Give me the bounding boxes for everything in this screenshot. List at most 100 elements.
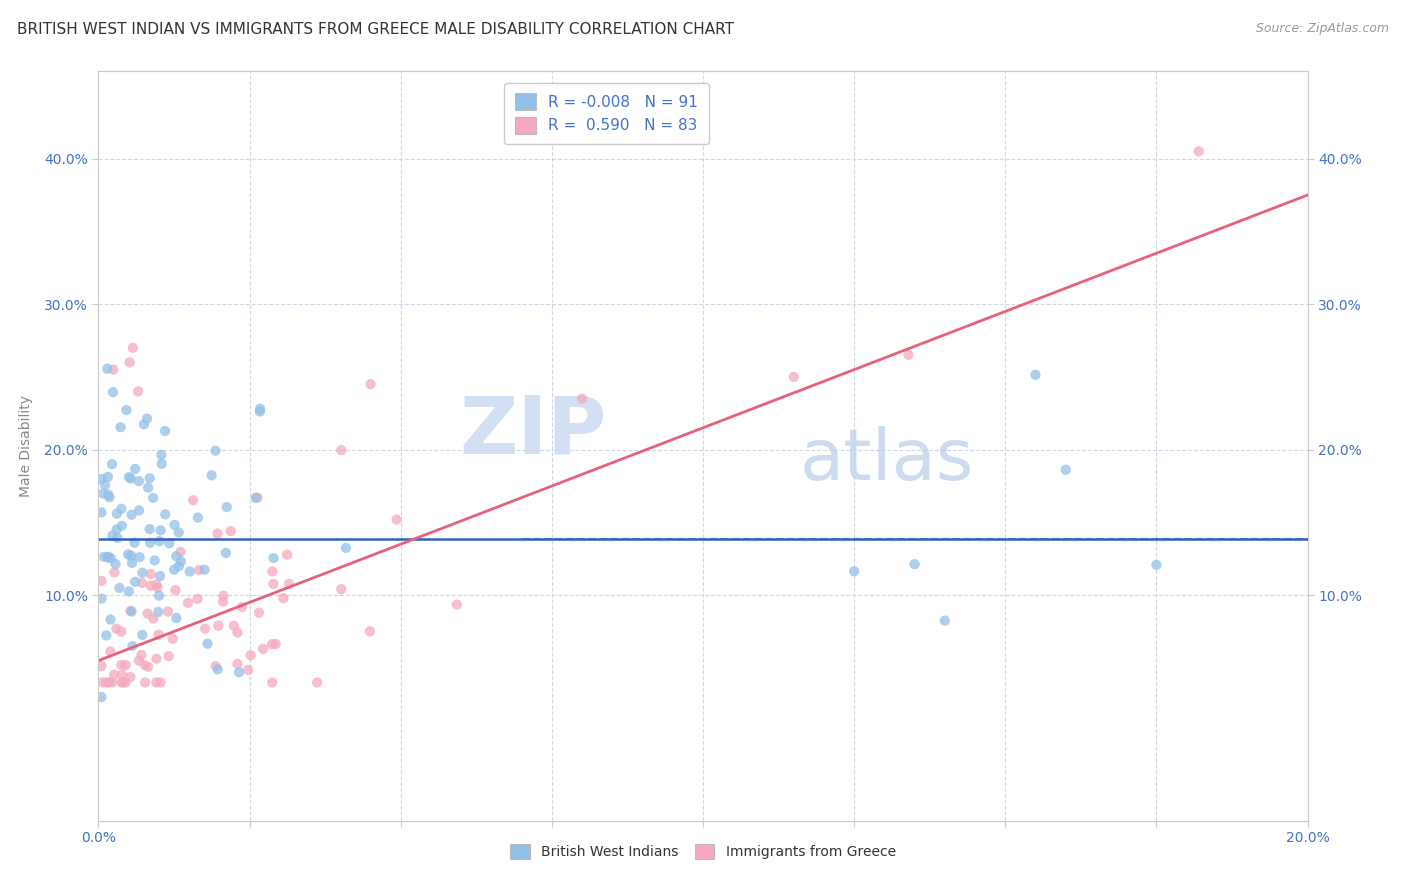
Point: [149, 524, 172, 538]
Point: [1054, 463, 1077, 477]
Point: [139, 567, 162, 582]
Point: [128, 654, 150, 668]
Point: [118, 584, 141, 599]
Point: [98, 675, 121, 690]
Point: [145, 675, 167, 690]
Point: [170, 554, 193, 568]
Point: [128, 550, 150, 565]
Point: [163, 563, 186, 577]
Text: Source: ZipAtlas.com: Source: ZipAtlas.com: [1256, 22, 1389, 36]
Point: [246, 491, 269, 505]
Point: [143, 553, 166, 567]
Point: [103, 667, 125, 681]
Point: [204, 443, 226, 458]
Point: [93, 549, 115, 564]
Point: [359, 624, 381, 639]
Point: [101, 385, 124, 400]
Point: [222, 618, 245, 632]
Point: [146, 581, 169, 595]
Point: [165, 549, 187, 564]
Point: [120, 670, 142, 684]
Point: [201, 468, 224, 483]
Point: [136, 411, 159, 425]
Point: [148, 628, 170, 642]
Point: [1188, 145, 1211, 159]
Point: [104, 557, 127, 571]
Point: [165, 583, 187, 598]
Point: [134, 675, 156, 690]
Point: [155, 508, 177, 522]
Point: [157, 536, 180, 550]
Point: [120, 549, 142, 563]
Point: [103, 566, 125, 580]
Point: [385, 512, 408, 526]
Point: [128, 474, 150, 488]
Point: [90, 574, 112, 588]
Point: [252, 641, 274, 656]
Point: [150, 448, 173, 462]
Point: [157, 649, 180, 664]
Point: [204, 659, 226, 673]
Point: [212, 594, 235, 608]
Point: [162, 632, 184, 646]
Point: [96, 361, 118, 376]
Point: [136, 481, 159, 495]
Point: [150, 457, 173, 471]
Point: [148, 589, 170, 603]
Point: [263, 551, 285, 566]
Point: [101, 675, 124, 690]
Point: [148, 534, 170, 549]
Point: [110, 501, 132, 516]
Point: [124, 574, 146, 589]
Point: [94, 478, 117, 492]
Point: [165, 611, 187, 625]
Point: [188, 563, 211, 577]
Point: [262, 577, 284, 591]
Point: [167, 525, 190, 540]
Point: [132, 417, 155, 432]
Point: [121, 639, 143, 653]
Text: atlas: atlas: [800, 426, 974, 495]
Point: [131, 648, 153, 662]
Point: [212, 589, 235, 603]
Point: [215, 500, 238, 514]
Point: [131, 628, 153, 642]
Point: [90, 659, 112, 673]
Point: [186, 591, 208, 606]
Point: [110, 624, 132, 639]
Point: [96, 550, 118, 565]
Point: [193, 563, 215, 577]
Point: [131, 566, 153, 580]
Point: [307, 675, 329, 690]
Point: [111, 667, 134, 681]
Point: [262, 675, 284, 690]
Point: [117, 548, 139, 562]
Point: [101, 528, 124, 542]
Point: [264, 637, 287, 651]
Point: [360, 377, 382, 392]
Point: [134, 658, 156, 673]
Point: [169, 545, 191, 559]
Point: [127, 384, 149, 399]
Point: [260, 637, 283, 651]
Point: [262, 565, 284, 579]
Point: [90, 591, 112, 606]
Point: [249, 404, 271, 418]
Point: [121, 556, 143, 570]
Point: [91, 486, 114, 500]
Point: [215, 546, 238, 560]
Point: [219, 524, 242, 538]
Point: [131, 575, 153, 590]
Point: [90, 505, 112, 519]
Point: [138, 522, 160, 536]
Point: [207, 618, 229, 632]
Point: [96, 628, 118, 642]
Point: [571, 392, 593, 406]
Legend: British West Indians, Immigrants from Greece: British West Indians, Immigrants from Gr…: [502, 836, 904, 868]
Point: [138, 471, 160, 485]
Point: [187, 510, 209, 524]
Point: [245, 491, 267, 505]
Point: [114, 675, 136, 690]
Point: [136, 660, 159, 674]
Point: [90, 690, 112, 704]
